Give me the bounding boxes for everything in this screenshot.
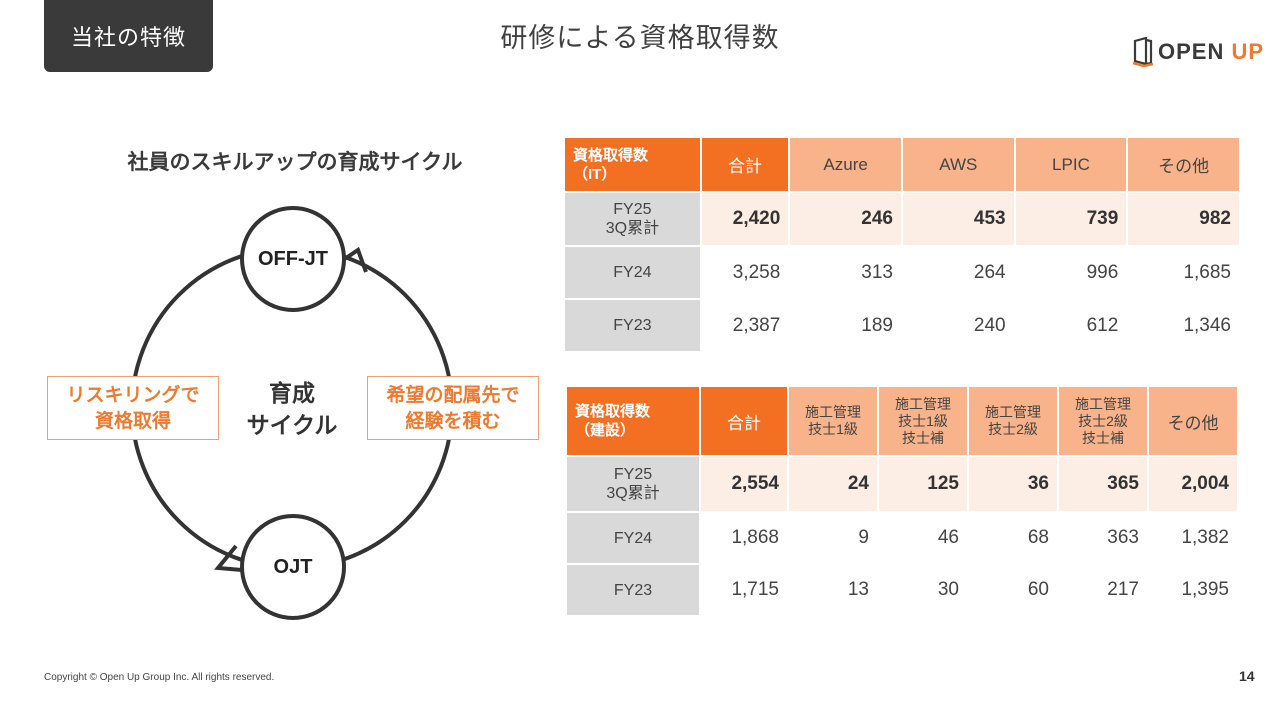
table-cell: 60 (1027, 579, 1049, 600)
arrow-head-top (338, 246, 368, 273)
row-label: FY23 (565, 300, 700, 351)
col-header-grade2: 施工管理 技士2級 (969, 387, 1057, 455)
copyright-footer: Copyright © Open Up Group Inc. All right… (44, 672, 275, 683)
table-cell: 996 (1086, 261, 1119, 283)
table-cell: 313 (861, 261, 893, 283)
table-row: FY25 3Q累計 2,554 24 125 36 365 2,004 (567, 457, 1237, 511)
table-row: FY24 1,868 9 46 68 363 1,382 (567, 513, 1237, 563)
table-cell: 9 (858, 527, 869, 548)
table-cell: 3,258 (732, 261, 781, 283)
assignment-box: 希望の配属先で 経験を積む (367, 376, 539, 440)
table-header-row: 資格取得数 （建設） 合計 施工管理 技士1級 施工管理 技士1級 技士補 施工管理 技士… (567, 387, 1237, 455)
table-cell: 68 (1027, 527, 1049, 548)
table-cell: 13 (847, 579, 869, 600)
cycle-title: 社員のスキルアップの育成サイクル (127, 150, 463, 174)
table-row: FY24 3,258 313 264 996 1,685 (565, 247, 1239, 298)
table-cell: 46 (937, 527, 959, 548)
construction-certification-table: 資格取得数 （建設） 合計 施工管理 技士1級 施工管理 技士1級 技士補 施工管理 技士… (565, 385, 1239, 617)
company-logo: OPEN UP (1132, 36, 1264, 68)
table-header-row: 資格取得数 （IT） 合計 Azure AWS LPIC その他 (565, 138, 1239, 191)
table-cell: 1,715 (731, 579, 779, 600)
col-header-other: その他 (1128, 138, 1239, 191)
table-cell: 612 (1086, 314, 1119, 336)
col-header-aws: AWS (902, 138, 1014, 191)
table-cell: 2,387 (732, 314, 781, 336)
table-cell: 30 (937, 579, 959, 600)
table-cell: 264 (973, 261, 1006, 283)
section-tag: 当社の特徴 (44, 0, 213, 72)
table-cell: 1,868 (731, 527, 779, 548)
table-cell: 365 (1059, 457, 1147, 511)
door-logo-icon (1132, 37, 1154, 67)
col-header-total: 合計 (701, 138, 789, 191)
table-label: 資格取得数 （IT） (565, 138, 700, 191)
table-cell: 982 (1128, 193, 1239, 245)
col-header-grade1: 施工管理 技士1級 (789, 387, 877, 455)
table-cell: 240 (973, 314, 1006, 336)
table-cell: 36 (969, 457, 1057, 511)
arrow-head-bottom (214, 544, 243, 572)
row-label: FY24 (567, 513, 699, 563)
col-header-lpic: LPIC (1015, 138, 1127, 191)
table-cell: 1,382 (1181, 527, 1229, 548)
table-row: FY23 1,715 13 30 60 217 1,395 (567, 565, 1237, 615)
table-cell: 189 (861, 314, 893, 336)
col-header-other: その他 (1149, 387, 1237, 455)
table-cell: 1,685 (1183, 261, 1231, 283)
table-cell: 1,346 (1183, 314, 1231, 336)
reskilling-box: リスキリングで 資格取得 (47, 376, 219, 440)
it-certification-table: 資格取得数 （IT） 合計 Azure AWS LPIC その他 FY25 3Q累計… (563, 136, 1241, 353)
row-label: FY23 (567, 565, 699, 615)
table-cell: 453 (902, 193, 1014, 245)
row-label: FY24 (565, 247, 700, 298)
table-row: FY23 2,387 189 240 612 1,346 (565, 300, 1239, 351)
table-cell: 2,004 (1149, 457, 1237, 511)
table-cell: 2,554 (701, 457, 787, 511)
page-title: 研修による資格取得数 (500, 23, 780, 54)
col-header-grade2-assistant: 施工管理 技士2級 技士補 (1059, 387, 1147, 455)
table-cell: 739 (1015, 193, 1127, 245)
table-cell: 24 (789, 457, 877, 511)
logo-text: OPEN UP (1158, 39, 1265, 64)
table-cell: 363 (1107, 527, 1139, 548)
table-cell: 2,420 (701, 193, 789, 245)
col-header-grade1-assistant: 施工管理 技士1級 技士補 (879, 387, 967, 455)
table-cell: 125 (879, 457, 967, 511)
table-label: 資格取得数 （建設） (567, 387, 699, 455)
table-cell: 217 (1107, 579, 1139, 600)
node-off-jt: OFF-JT (240, 206, 346, 312)
col-header-total: 合計 (701, 387, 787, 455)
table-cell: 246 (790, 193, 901, 245)
cycle-center-label: 育成 サイクル (246, 381, 338, 439)
node-ojt: OJT (240, 514, 346, 620)
table-row: FY25 3Q累計 2,420 246 453 739 982 (565, 193, 1239, 245)
table-cell: 1,395 (1181, 579, 1229, 600)
row-label: FY25 3Q累計 (567, 457, 699, 511)
arrow-head-top (348, 236, 362, 248)
col-header-azure: Azure (790, 138, 901, 191)
page-number: 14 (1239, 668, 1255, 684)
row-label: FY25 3Q累計 (565, 193, 700, 245)
